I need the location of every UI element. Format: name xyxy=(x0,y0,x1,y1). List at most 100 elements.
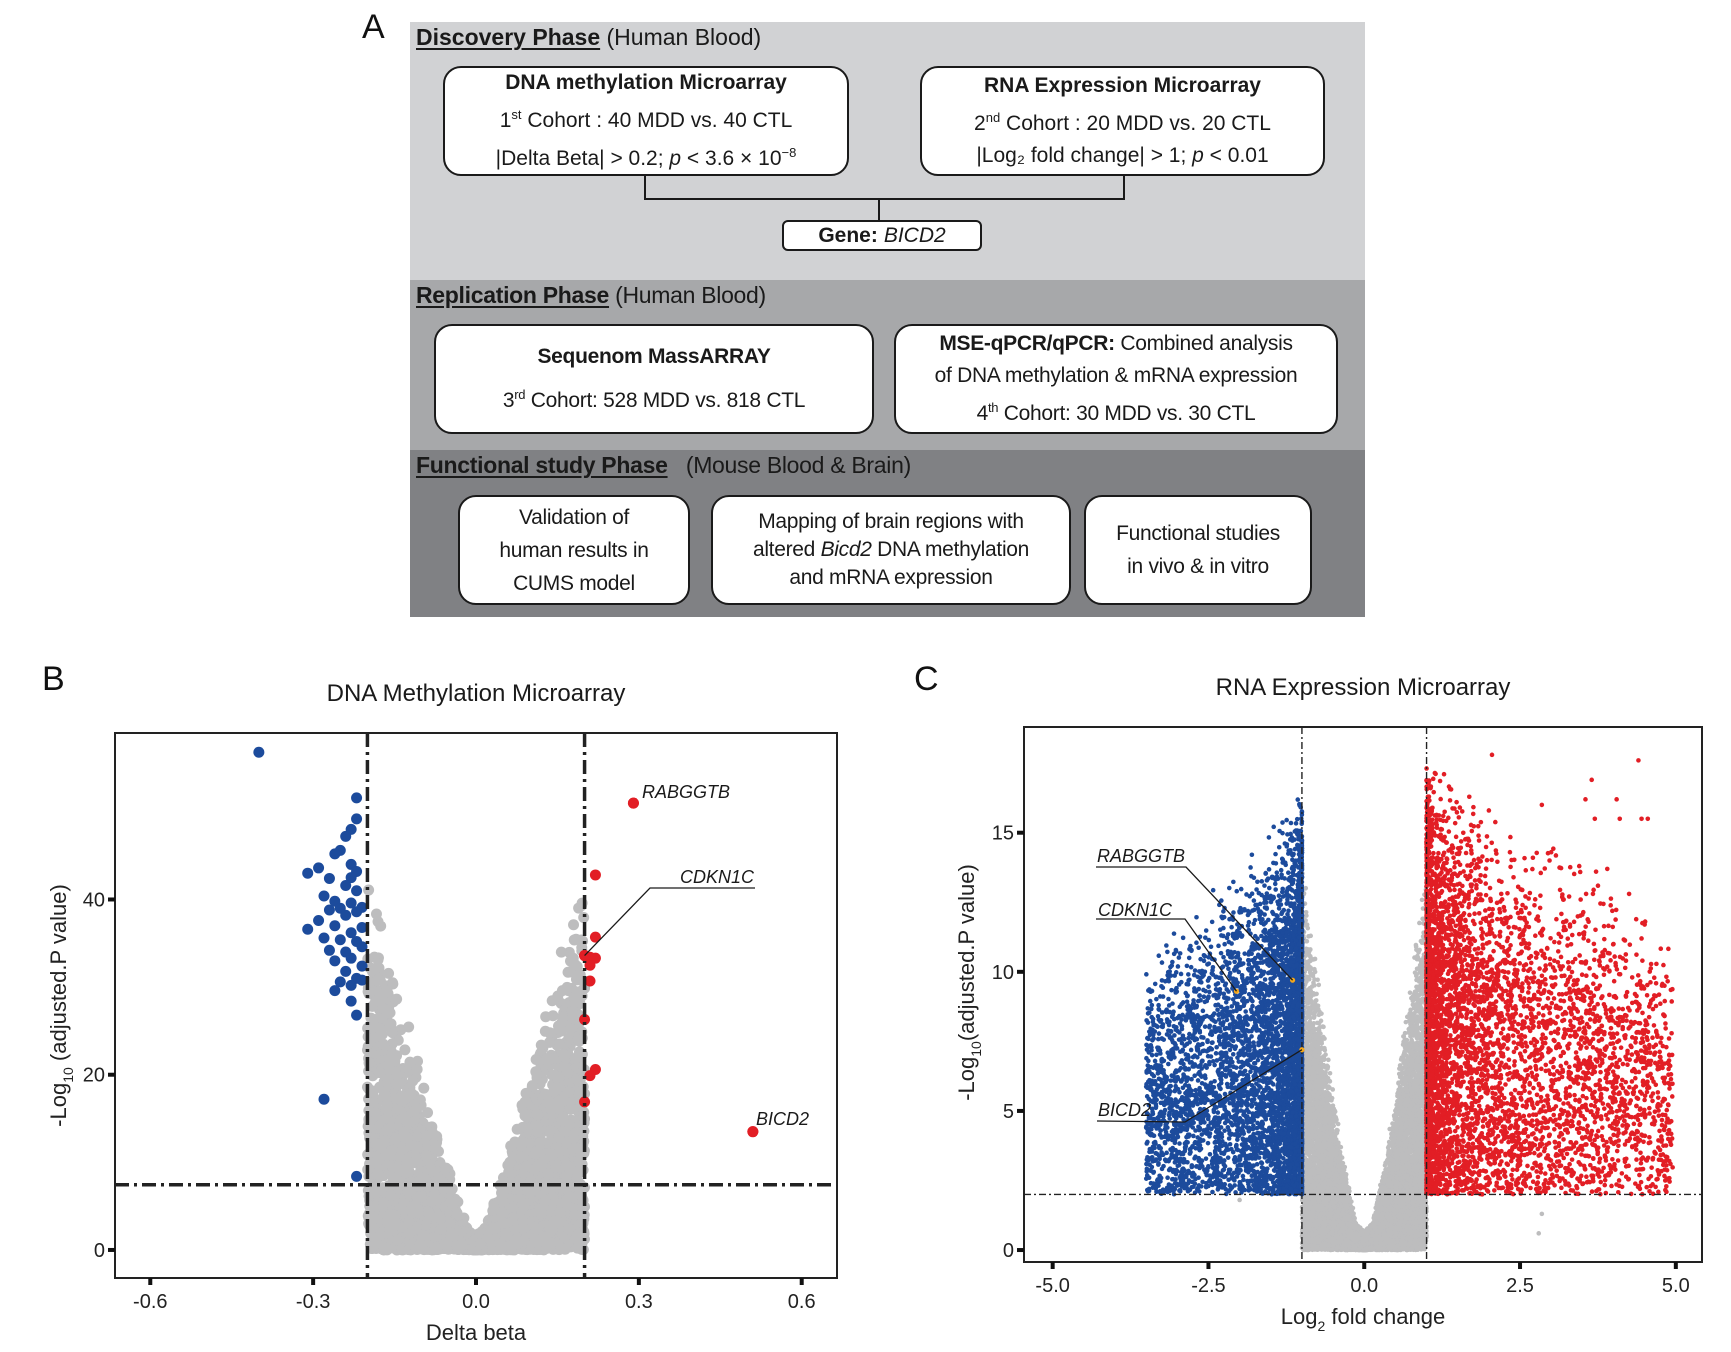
ns-point xyxy=(553,1038,565,1050)
ns-point xyxy=(554,1206,566,1218)
ns-point xyxy=(534,1203,546,1215)
ns-point xyxy=(559,1243,571,1255)
ns-point xyxy=(556,1011,568,1023)
ns-point xyxy=(418,1082,430,1094)
sequenom-box: Sequenom MassARRAY 3rd Cohort: 528 MDD v… xyxy=(434,324,874,434)
functional-phase-heading: Functional study Phase (Mouse Blood & Br… xyxy=(416,452,911,479)
ns-point xyxy=(403,1215,415,1227)
data-point xyxy=(589,869,601,881)
ns-point xyxy=(531,1223,543,1235)
ns-point xyxy=(570,933,582,945)
chart-title: DNA Methylation Microarray xyxy=(327,680,626,707)
ns-point xyxy=(562,1067,574,1079)
data-point xyxy=(323,904,335,916)
y-axis-label: -Log10 (adjusted.P value) xyxy=(46,884,76,1127)
methylation-box-cohort: 1st Cohort : 40 MDD vs. 40 CTL xyxy=(500,99,793,137)
data-point xyxy=(313,915,325,927)
sequenom-box-title: Sequenom MassARRAY xyxy=(537,341,770,373)
highlighted-gene-point xyxy=(627,797,639,809)
ns-point xyxy=(430,1139,442,1151)
replication-phase-heading: Replication Phase (Human Blood) xyxy=(416,282,766,309)
data-point xyxy=(351,813,363,825)
ns-point xyxy=(510,1234,522,1246)
data-point xyxy=(253,746,265,758)
x-tick-label: -0.3 xyxy=(296,1291,330,1313)
ns-point xyxy=(531,1069,543,1081)
ns-point xyxy=(372,1154,384,1166)
ns-point xyxy=(387,977,399,989)
ns-point xyxy=(566,1006,578,1018)
nonsignificant-points xyxy=(1299,866,1429,1253)
ns-point xyxy=(386,1169,398,1181)
ns-point xyxy=(420,1150,432,1162)
data-point xyxy=(584,959,596,971)
ns-point xyxy=(519,1110,531,1122)
data-point xyxy=(302,923,314,935)
ns-point xyxy=(548,1086,560,1098)
connector-right-vertical xyxy=(1123,176,1125,200)
ns-point xyxy=(370,1139,382,1151)
ns-point xyxy=(415,1191,427,1203)
ns-point xyxy=(544,1125,556,1137)
ns-point xyxy=(539,1195,551,1207)
data-point xyxy=(351,1170,363,1182)
ns-point xyxy=(530,1054,542,1066)
functional-phase-section: Functional study Phase (Mouse Blood & Br… xyxy=(410,450,1365,617)
ns-point xyxy=(403,1228,415,1240)
ns-point xyxy=(571,992,583,1004)
sequenom-box-cohort: 3rd Cohort: 528 MDD vs. 818 CTL xyxy=(503,379,806,417)
ns-point xyxy=(403,1021,415,1033)
data-point xyxy=(589,931,601,943)
ns-point xyxy=(551,1097,563,1109)
ns-point xyxy=(402,1132,414,1144)
replication-phase-subtitle: (Human Blood) xyxy=(615,282,766,308)
rna-box-criteria: |Log₂ fold change| > 1; p < 0.01 xyxy=(976,140,1268,172)
rna-expression-volcano-plot: RNA Expression MicroarrayRABGGTBCDKN1CBI… xyxy=(954,674,1703,1334)
ns-point xyxy=(378,1197,390,1209)
ns-point xyxy=(517,1215,529,1227)
study-design-flowchart: Discovery Phase (Human Blood) DNA methyl… xyxy=(410,22,1365,617)
ns-point xyxy=(389,1209,401,1221)
panel-label-a: A xyxy=(362,8,385,47)
y-tick-label: 20 xyxy=(83,1065,105,1087)
ns-point xyxy=(553,1020,565,1032)
ns-point xyxy=(420,1219,432,1231)
ns-point xyxy=(557,1111,569,1123)
ns-point xyxy=(521,1160,533,1172)
ns-point xyxy=(440,1162,452,1174)
ns-point xyxy=(394,1180,406,1192)
ns-point xyxy=(532,1109,544,1121)
methylation-box-criteria: |Delta Beta| > 0.2; p < 3.6 × 10−8 xyxy=(496,137,797,175)
ns-point xyxy=(375,920,387,932)
ns-point xyxy=(572,974,584,986)
ns-point xyxy=(408,1115,420,1127)
functional-box-validation-line: human results in xyxy=(499,534,649,567)
ns-point xyxy=(368,1240,380,1252)
ns-point xyxy=(519,1096,531,1108)
ns-point xyxy=(382,1124,394,1136)
functional-box-mapping: Mapping of brain regions with altered Bi… xyxy=(711,495,1071,605)
ns-point xyxy=(569,1209,581,1221)
ns-point xyxy=(572,1236,584,1248)
data-point xyxy=(329,920,341,932)
ns-point xyxy=(374,1230,386,1242)
ns-point xyxy=(569,959,581,971)
chart-title: RNA Expression Microarray xyxy=(1216,674,1511,701)
discovery-phase-section: Discovery Phase (Human Blood) DNA methyl… xyxy=(410,22,1365,280)
y-tick-label: 0 xyxy=(94,1240,105,1262)
ns-point xyxy=(405,1087,417,1099)
connector-left-vertical xyxy=(644,176,646,200)
ns-point xyxy=(422,1107,434,1119)
ns-point xyxy=(455,1239,467,1251)
ns-point xyxy=(400,1167,412,1179)
ns-point xyxy=(529,1148,541,1160)
ns-point xyxy=(379,1089,391,1101)
ns-point xyxy=(403,1235,415,1247)
functional-box-studies-line: Functional studies xyxy=(1116,517,1280,550)
ns-point xyxy=(396,1095,408,1107)
ns-point xyxy=(547,1010,559,1022)
data-point xyxy=(345,979,357,991)
ns-point xyxy=(363,884,375,896)
data-point xyxy=(329,955,341,967)
ns-point xyxy=(414,1181,426,1193)
